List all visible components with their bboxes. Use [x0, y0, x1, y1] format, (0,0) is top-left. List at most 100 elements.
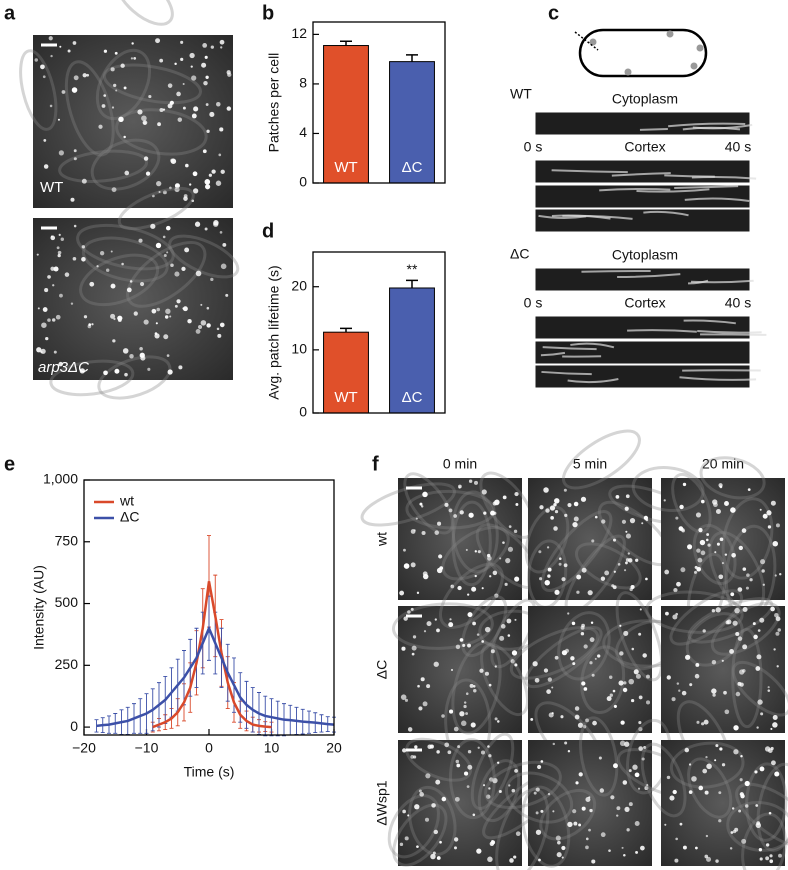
patch	[715, 859, 719, 863]
cell-shape	[687, 757, 733, 819]
patch	[497, 761, 500, 764]
patch	[205, 75, 209, 79]
patch	[499, 557, 502, 560]
patch	[734, 607, 740, 614]
patch	[546, 546, 550, 549]
patch	[58, 233, 61, 237]
patch	[169, 315, 172, 318]
patch	[623, 630, 629, 636]
patch	[735, 632, 740, 637]
patch	[99, 251, 105, 256]
patch	[741, 838, 747, 844]
patch	[601, 519, 606, 524]
patch	[612, 689, 616, 693]
patch	[756, 726, 759, 729]
patch	[49, 104, 53, 108]
patch	[188, 183, 192, 186]
cell-shape	[731, 627, 763, 729]
x-tick-label: 20	[326, 740, 342, 756]
patch	[138, 238, 143, 243]
patch	[600, 832, 606, 838]
patch	[167, 369, 173, 375]
patch	[514, 576, 520, 582]
patch	[447, 750, 452, 755]
patch	[506, 618, 512, 624]
cell-shape	[126, 241, 207, 308]
image-label: WT	[40, 179, 63, 196]
patch	[416, 591, 420, 595]
category-label: ΔC	[402, 159, 423, 176]
patch	[162, 190, 167, 195]
patch	[126, 287, 132, 293]
patch	[634, 772, 640, 778]
patch	[560, 715, 564, 719]
patch	[583, 687, 588, 691]
patch	[156, 181, 162, 187]
cell-shape	[114, 0, 174, 26]
patch	[604, 570, 610, 576]
patch-dot	[666, 30, 674, 38]
patch	[567, 502, 572, 508]
cell-shape	[360, 482, 456, 527]
error-bar	[406, 54, 418, 62]
patch	[762, 513, 768, 519]
cell-shape	[90, 138, 161, 191]
patch	[474, 550, 477, 553]
patch	[772, 540, 779, 547]
patch	[485, 794, 491, 799]
patch	[755, 666, 761, 671]
patch	[688, 763, 692, 766]
patch	[410, 607, 414, 611]
patch	[723, 690, 727, 695]
patch	[715, 508, 721, 515]
x-tick-label: −20	[72, 740, 96, 756]
patch	[714, 551, 717, 554]
patch	[515, 831, 521, 837]
patch	[622, 780, 628, 785]
patch	[411, 645, 417, 651]
patch	[714, 759, 717, 762]
y-tick-label: 0	[299, 404, 307, 420]
cell-shape	[97, 355, 172, 400]
patch	[402, 748, 407, 753]
y-tick-label: 10	[291, 341, 307, 357]
patch	[540, 760, 544, 763]
patch	[110, 283, 116, 289]
patch	[492, 570, 498, 576]
patch	[591, 673, 595, 677]
patch	[133, 57, 137, 60]
patch	[147, 367, 151, 371]
patch	[477, 746, 480, 749]
patch	[669, 795, 675, 801]
patch	[225, 293, 229, 297]
patch	[766, 510, 772, 516]
patch	[91, 323, 94, 326]
patch	[591, 859, 596, 864]
group-label: ΔC	[510, 246, 529, 262]
patch	[413, 529, 416, 532]
patch	[713, 502, 718, 508]
patch	[535, 811, 539, 815]
patch	[619, 624, 622, 627]
patch	[137, 109, 143, 115]
patch	[422, 491, 428, 498]
y-axis-label: Avg. patch lifetime (s)	[266, 265, 282, 399]
patch	[676, 682, 680, 685]
patch	[765, 843, 770, 847]
patch	[455, 759, 460, 764]
patch	[695, 512, 702, 518]
patch	[113, 83, 117, 88]
patch	[192, 171, 198, 177]
patch	[469, 683, 474, 688]
patch	[741, 668, 746, 673]
patch	[434, 618, 437, 621]
micrograph	[33, 35, 233, 208]
patch	[466, 785, 470, 788]
patch	[414, 804, 420, 810]
cell-shape	[484, 760, 562, 809]
patch	[42, 307, 48, 312]
patch	[571, 621, 576, 626]
kymo-streak	[540, 351, 566, 357]
micrograph	[661, 740, 785, 866]
patch	[729, 649, 735, 654]
